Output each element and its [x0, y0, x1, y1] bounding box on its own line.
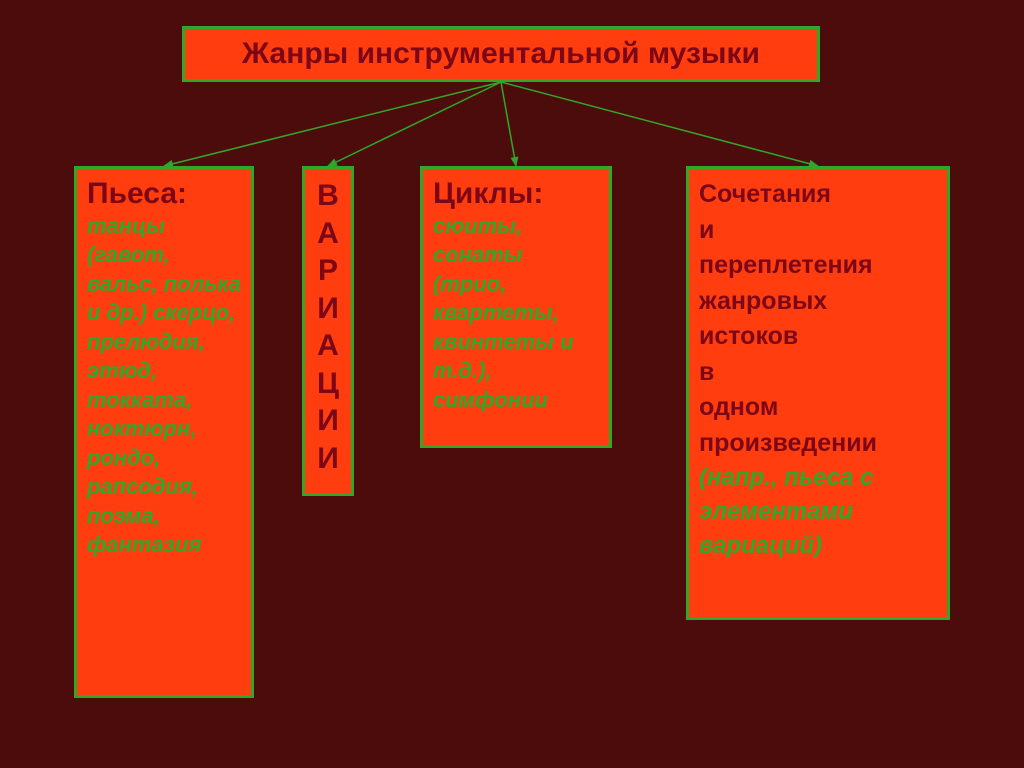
connector-line: [164, 82, 501, 166]
connector-line: [501, 82, 818, 166]
connector-line: [328, 82, 501, 166]
branch-combos: Сочетанияипереплетенияжанровыхистоковвод…: [686, 166, 950, 620]
branch-letter: Ц: [317, 365, 339, 403]
branch-cycles: Циклы:сюиты, сонаты (трио, квартеты, кви…: [420, 166, 612, 448]
branch-letter: В: [317, 177, 339, 215]
branch-subtext: (напр., пьеса с элементами вариаций): [699, 461, 937, 563]
branch-letter: А: [317, 327, 339, 365]
diagram-title-text: Жанры инструментальной музыки: [242, 37, 760, 71]
branch-heading: Пьеса:: [87, 177, 241, 211]
connector-line: [501, 82, 516, 166]
branch-letter: И: [317, 440, 339, 478]
diagram-title: Жанры инструментальной музыки: [182, 26, 820, 82]
branch-heading: Циклы:: [433, 177, 599, 211]
branch-piece: Пьеса:танцы (гавот, вальс, полька и др.)…: [74, 166, 254, 698]
branch-letter: И: [317, 290, 339, 328]
branch-letter: И: [317, 402, 339, 440]
branch-letter: А: [317, 215, 339, 253]
branch-subtext: сюиты, сонаты (трио, квартеты, квинтеты …: [433, 211, 599, 414]
branch-variations: ВАРИАЦИИ: [302, 166, 354, 496]
branch-letter: Р: [318, 252, 338, 290]
branch-heading: Сочетанияипереплетенияжанровыхистоковвод…: [699, 177, 937, 461]
branch-subtext: танцы (гавот, вальс, полька и др.) скерц…: [87, 211, 241, 559]
